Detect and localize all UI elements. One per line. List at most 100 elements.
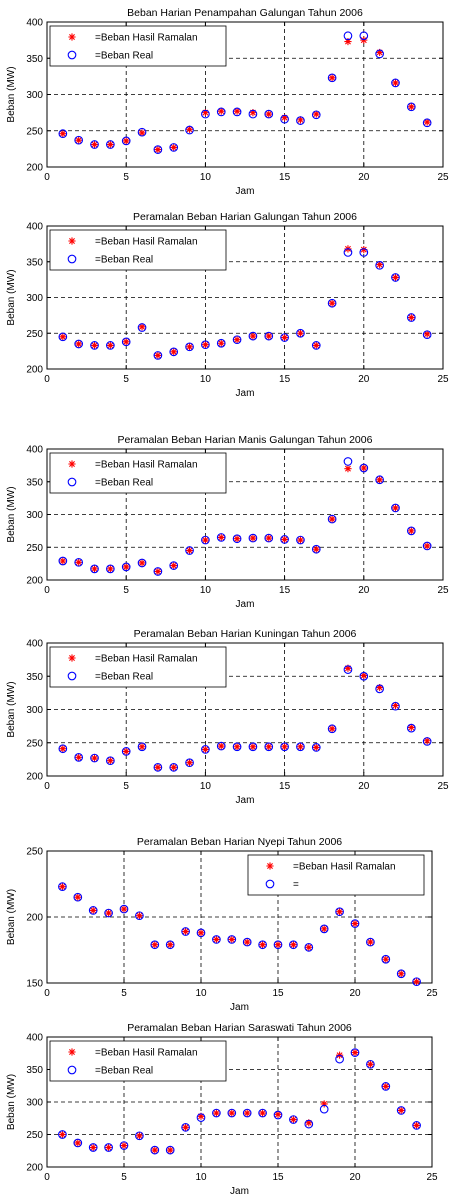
forecast-point (166, 1146, 174, 1154)
legend-label: = (293, 880, 299, 891)
actual-point (248, 533, 258, 543)
y-tick-label: 300 (26, 293, 43, 304)
forecast-point (90, 565, 99, 573)
actual-point (391, 503, 400, 513)
y-tick-label: 250 (26, 543, 43, 554)
actual-point (196, 1113, 206, 1122)
x-tick-label: 25 (426, 1172, 438, 1183)
forecast-point (274, 1110, 282, 1118)
legend-label: =Beban Hasil Ramalan (95, 33, 198, 44)
actual-point (169, 143, 179, 152)
legend-label: =Beban Hasil Ramalan (95, 460, 198, 471)
forecast-point (366, 938, 374, 946)
actual-point (153, 567, 163, 576)
chart-panel-2: 0 5 10 15 20 25 200 250 300 350 400 Peramalan Beban… (6, 211, 449, 399)
forecast-point (201, 341, 209, 349)
actual-point (212, 1108, 221, 1118)
forecast-point (265, 332, 273, 340)
actual-point (90, 753, 99, 763)
forecast-point (151, 941, 159, 949)
y-tick-label: 300 (26, 705, 43, 716)
legend: =Beban Hasil Ramalan =Beban Real (49, 229, 227, 271)
actual-point (232, 742, 242, 752)
forecast-point (366, 1060, 374, 1068)
y-axis-label: Beban (MW) (6, 889, 17, 945)
legend-star-icon (68, 33, 76, 41)
y-tick-label: 250 (26, 126, 43, 137)
actual-point (73, 892, 83, 902)
actual-point (381, 1082, 391, 1091)
actual-point (58, 882, 67, 891)
legend-label: =Beban Hasil Ramalan (95, 1048, 198, 1059)
x-axis-label: Jam (236, 599, 255, 610)
x-tick-label: 25 (437, 781, 449, 792)
forecast-point (423, 542, 431, 550)
actual-point (343, 31, 353, 41)
actual-point (137, 742, 147, 752)
y-tick-label: 150 (26, 979, 43, 990)
x-tick-label: 20 (349, 1172, 361, 1183)
forecast-point (166, 941, 174, 949)
actual-point (264, 742, 274, 752)
forecast-point (228, 935, 236, 944)
actual-point (216, 338, 226, 348)
chart-title: Peramalan Beban Harian Manis Galungan Ta… (118, 434, 373, 446)
actual-point (135, 911, 144, 921)
actual-point (74, 557, 84, 567)
legend-circle-icon (67, 50, 77, 60)
forecast-point (217, 107, 225, 115)
actual-point (106, 564, 115, 574)
forecast-point (328, 515, 336, 523)
actual-point (359, 671, 369, 681)
y-tick-label: 350 (26, 257, 43, 268)
forecast-point (217, 339, 225, 347)
actual-point (350, 1048, 360, 1057)
actual-point (227, 935, 237, 944)
actual-point (289, 1115, 298, 1124)
x-tick-label: 10 (195, 1172, 207, 1183)
x-tick-label: 25 (437, 172, 449, 183)
x-tick-label: 0 (44, 374, 50, 385)
y-tick-label: 300 (26, 90, 43, 101)
forecast-point (320, 1100, 328, 1108)
legend-box (49, 25, 227, 67)
actual-point (169, 763, 179, 772)
y-tick-label: 200 (26, 1163, 43, 1174)
forecast-point (75, 136, 83, 144)
actual-point (232, 534, 242, 544)
forecast-point (59, 333, 67, 341)
forecast-point (74, 1139, 82, 1147)
forecast-point (423, 330, 431, 338)
forecast-point (289, 941, 297, 949)
forecast-point (212, 935, 220, 944)
forecast-point (397, 970, 405, 978)
actual-point (106, 341, 115, 350)
actual-point (343, 457, 353, 466)
y-tick-label: 400 (26, 1033, 43, 1044)
forecast-point (90, 341, 99, 350)
legend-label: =Beban Real (95, 478, 153, 489)
forecast-point (90, 140, 99, 149)
actual-point (359, 248, 369, 257)
legend-box (49, 1040, 227, 1082)
forecast-point (185, 343, 194, 351)
actual-point (311, 110, 321, 120)
x-axis-label: Jam (236, 388, 255, 399)
actual-point (73, 1138, 83, 1148)
actual-point (264, 533, 274, 543)
y-axis-label: Beban (MW) (6, 269, 17, 325)
forecast-point (89, 906, 97, 914)
actual-point (381, 954, 391, 964)
forecast-point (120, 1141, 128, 1150)
actual-point (375, 475, 384, 485)
actual-point (121, 562, 131, 572)
forecast-point (312, 341, 320, 350)
actual-point (296, 742, 305, 752)
forecast-point (122, 338, 130, 346)
forecast-point (201, 536, 209, 544)
actual-point (104, 1143, 113, 1152)
forecast-point (122, 563, 130, 571)
legend-star-icon (266, 862, 274, 870)
x-tick-label: 20 (349, 988, 361, 999)
